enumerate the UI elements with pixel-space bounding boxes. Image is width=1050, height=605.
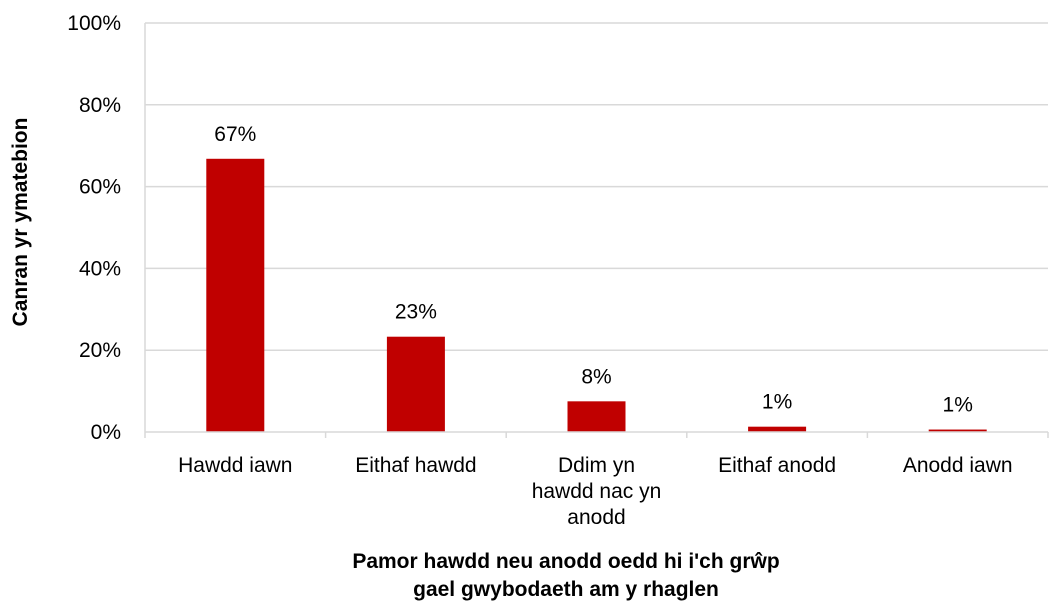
category-label: Eithaf anodd — [718, 454, 836, 477]
x-axis-category-labels: Hawdd iawn Eithaf hawdd Ddim yn hawdd nac y… — [178, 454, 1012, 529]
y-tick-label: 80% — [79, 94, 121, 117]
bars — [206, 158, 987, 432]
data-label: 23% — [395, 301, 437, 324]
category-label: Anodd iawn — [903, 454, 1013, 477]
data-label: 67% — [214, 123, 256, 146]
bar — [206, 158, 265, 432]
bar — [386, 336, 445, 432]
y-axis-title: Canran yr ymatebion — [9, 118, 32, 327]
category-label: Eithaf hawdd — [355, 454, 476, 477]
y-tick-label: 100% — [67, 12, 121, 35]
category-label: Ddim yn hawdd nac yn anodd — [532, 454, 662, 529]
y-tick-label: 0% — [91, 421, 121, 444]
x-axis — [144, 431, 1049, 438]
y-tick-label: 60% — [79, 176, 121, 199]
x-axis-title-text: Pamor hawdd neu anodd oedd hi i'ch grŵp g… — [352, 550, 779, 601]
gridlines — [144, 22, 1048, 432]
category-label: Hawdd iawn — [178, 454, 292, 477]
y-tick-label: 20% — [79, 339, 121, 362]
y-axis-tick-labels: 0% 20% 40% 60% 80% 100% — [67, 12, 121, 444]
bar — [928, 429, 987, 432]
data-label: 1% — [943, 394, 973, 417]
bar — [748, 426, 807, 432]
data-label: 8% — [581, 365, 611, 388]
x-axis-title: Pamor hawdd neu anodd oedd hi i'ch grŵp g… — [352, 550, 779, 601]
bar — [567, 401, 626, 432]
data-label: 1% — [762, 391, 792, 414]
y-tick-label: 40% — [79, 257, 121, 280]
data-labels: 67% 23% 8% 1% 1% — [214, 123, 973, 417]
